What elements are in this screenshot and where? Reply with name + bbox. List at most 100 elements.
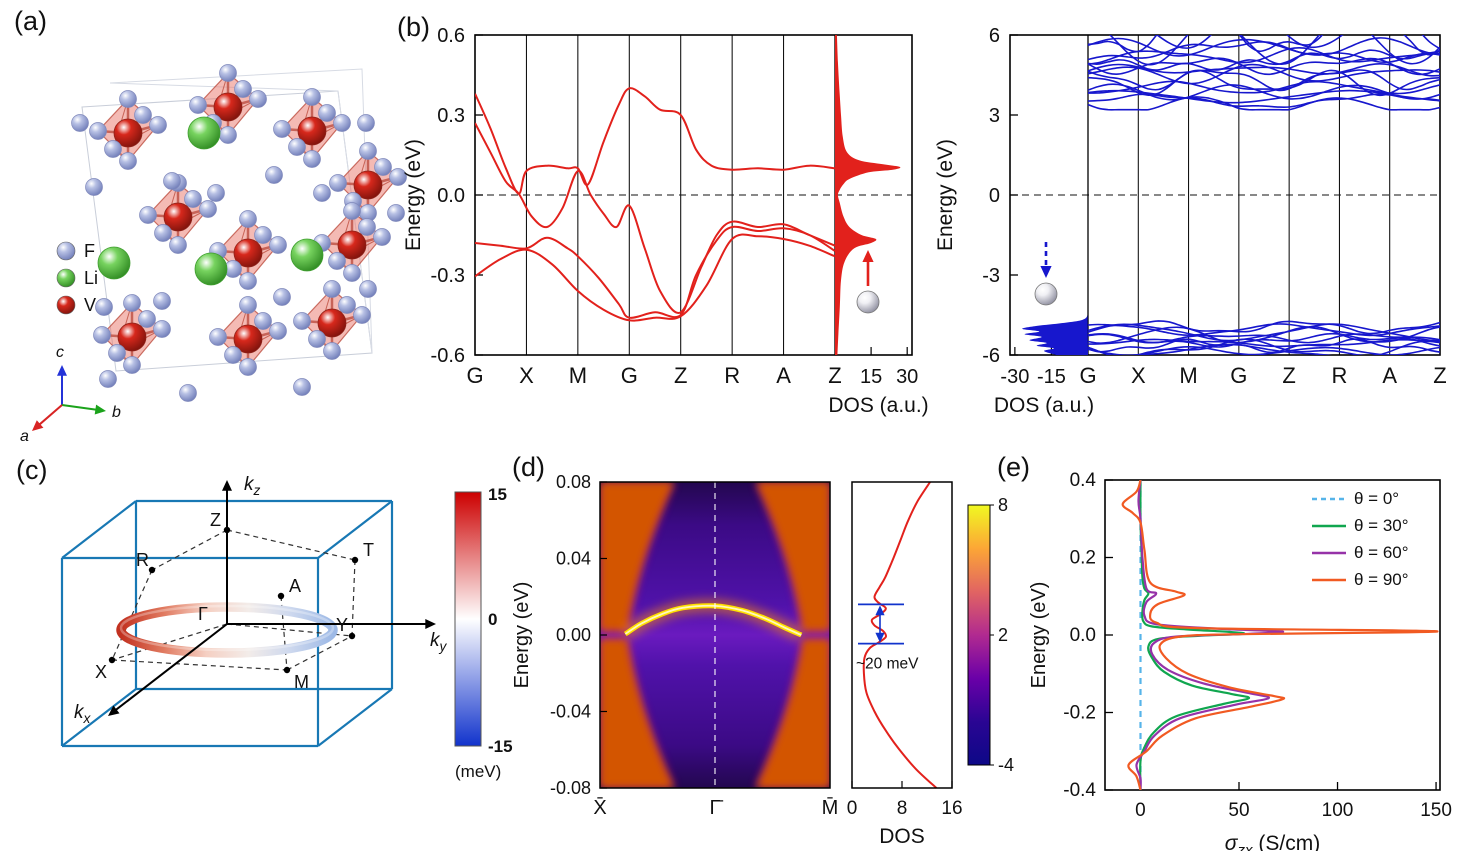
heatmap-colorbar: 8 2 -4: [967, 495, 1014, 775]
energy-axis-label: Energy (eV): [402, 139, 425, 251]
dos-tick-label: 8: [897, 798, 908, 819]
f-atom: [329, 174, 347, 192]
dos-tick-label: 30: [896, 366, 918, 388]
xtick-label: 0: [1135, 800, 1146, 821]
axis-b-label: b: [112, 404, 121, 421]
f-atom: [184, 190, 202, 208]
ytick-label: -0.08: [550, 778, 591, 798]
f-atom: [389, 168, 407, 186]
v-atom: [117, 322, 147, 352]
f-atom: [154, 224, 172, 242]
legend-label: θ = 0°: [1354, 489, 1399, 508]
f-atom: [269, 322, 287, 340]
electron-sphere: [1034, 282, 1058, 306]
kpoint-label: T: [363, 540, 374, 560]
kpoint-label: M: [1179, 363, 1197, 388]
vf6-octahedron: [209, 210, 287, 290]
ytick-label: 0: [989, 185, 1000, 207]
legend-label: θ = 60°: [1354, 543, 1409, 562]
legend-label: θ = 30°: [1354, 516, 1409, 535]
vf6-octahedron: [139, 174, 217, 254]
ytick-label: -0.4: [1063, 780, 1096, 801]
f-atom: [323, 280, 341, 298]
colorbar-tick-label: 15: [488, 485, 507, 504]
heatmap-axes: 0.08 0.04 0.00 -0.04 -0.08X̄ Γ̄ M̄ Energy (eV): [511, 472, 838, 819]
energy-axis-label: Energy (eV): [511, 582, 533, 689]
li-atom: [187, 116, 221, 150]
spin-down-dos-fill: [1022, 315, 1088, 355]
spin-down-icon: [1034, 242, 1058, 306]
svg-text:kx: kx: [74, 702, 92, 726]
colorbar-tick-label: -15: [488, 737, 513, 756]
panel-label-c: (c): [16, 455, 48, 485]
vf6-octahedron: [93, 294, 171, 374]
ytick-label: 0.4: [1070, 470, 1097, 491]
hall-axes: 0 50 100 150 0.4 0.2 0.0 -0.2 -0.4 Energy (eV) σzx…: [1028, 470, 1452, 851]
v-atom: [337, 230, 367, 260]
spin-up-icon: [856, 250, 880, 314]
f-atom: [265, 166, 283, 184]
f-atom: [119, 152, 137, 170]
kpoint-label: A: [1382, 363, 1397, 388]
dos-tick-label: 0: [847, 798, 858, 819]
vf6-octahedron: [89, 90, 167, 170]
xtick-label: 50: [1228, 800, 1249, 821]
f-atom: [108, 344, 126, 362]
v-atom: [353, 170, 383, 200]
f-atom: [328, 252, 346, 270]
li-atom: [194, 252, 228, 286]
dos-tick-label: 15: [860, 366, 882, 388]
kpoint-label: G: [621, 363, 638, 388]
kpoint-label: Z: [674, 363, 687, 388]
f-atom: [333, 114, 351, 132]
f-atom: [219, 64, 237, 82]
ytick-label: -0.04: [550, 702, 591, 722]
f-atom: [153, 292, 171, 310]
dos-axis-label: DOS: [879, 825, 925, 848]
electron-sphere: [856, 290, 880, 314]
kpoint-label: Z: [1433, 363, 1446, 388]
f-atom: [293, 378, 311, 396]
f-atom: [149, 116, 167, 134]
kpoint-label: R: [136, 550, 149, 570]
f-atom: [119, 90, 137, 108]
f-atom: [249, 90, 267, 108]
f-atom: [338, 296, 356, 314]
crystal-structure-panel: F Li Vc b a: [20, 64, 407, 445]
dos-tick-label: 16: [941, 798, 962, 819]
kpoint-label: X: [519, 363, 534, 388]
ytick-label: 0.04: [556, 549, 591, 569]
vf6-octahedron: [293, 280, 371, 360]
dos-axis-label: DOS (a.u.): [828, 394, 928, 417]
f-atom: [353, 306, 371, 324]
f-atom: [343, 264, 361, 282]
f-atom: [219, 126, 237, 144]
ytick-label: 0.6: [437, 25, 465, 47]
atom-legend: F Li V: [56, 241, 98, 315]
v-atom: [213, 92, 243, 122]
f-atom: [123, 294, 141, 312]
energy-axis-label: Energy (eV): [934, 139, 957, 251]
kpoint-label: Y: [336, 615, 348, 635]
li-atom: [97, 246, 131, 280]
kpoint-label: Z: [828, 363, 841, 388]
ytick-label: 0.08: [556, 472, 591, 492]
f-atom: [179, 384, 197, 402]
f-atom: [357, 114, 375, 132]
hall-curves: [1121, 480, 1439, 790]
ytick-label: 0.0: [437, 185, 465, 207]
kpoint-label: G: [1230, 363, 1247, 388]
ytick-label: 0.0: [1070, 625, 1096, 646]
k-axes: kz ky kx: [74, 474, 448, 726]
legend-label: θ = 90°: [1354, 570, 1409, 589]
hall-conductivity-panel: 0 50 100 150 0.4 0.2 0.0 -0.2 -0.4 Energy (eV) σzx…: [1028, 470, 1452, 851]
dos-curve: [862, 481, 938, 789]
ytick-label: -0.2: [1063, 703, 1096, 724]
kpoint-label: X: [95, 662, 107, 682]
f-atom: [323, 342, 341, 360]
gap-label: ~20 meV: [856, 656, 919, 673]
ytick-label: 0.3: [437, 105, 465, 127]
ytick-label: -6: [982, 345, 1000, 367]
